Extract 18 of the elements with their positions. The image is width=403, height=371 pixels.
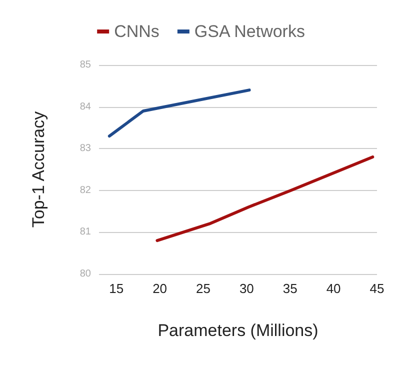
legend-label: CNNs bbox=[114, 22, 160, 41]
y-axis-title: Top-1 Accuracy bbox=[29, 110, 48, 228]
line-series bbox=[156, 155, 374, 242]
y-tick-label: 80 bbox=[80, 268, 92, 280]
y-tick-label: 84 bbox=[80, 101, 92, 112]
y-tick-label: 85 bbox=[80, 60, 92, 70]
x-tick-label: 30 bbox=[239, 281, 254, 296]
x-tick-label: 25 bbox=[196, 281, 210, 296]
x-tick-label: 15 bbox=[109, 281, 124, 296]
x-tick-label: 20 bbox=[152, 281, 168, 296]
y-tick-label: 83 bbox=[80, 143, 92, 154]
x-axis-title: Parameters (Millions) bbox=[158, 321, 318, 340]
x-tick-label: 40 bbox=[326, 281, 341, 296]
y-tick-label: 81 bbox=[80, 226, 92, 238]
y-tick-label: 82 bbox=[80, 184, 92, 196]
x-tick-label: 45 bbox=[370, 281, 384, 296]
legend-label: GSA Networks bbox=[194, 22, 305, 41]
x-tick-label: 35 bbox=[282, 281, 298, 296]
